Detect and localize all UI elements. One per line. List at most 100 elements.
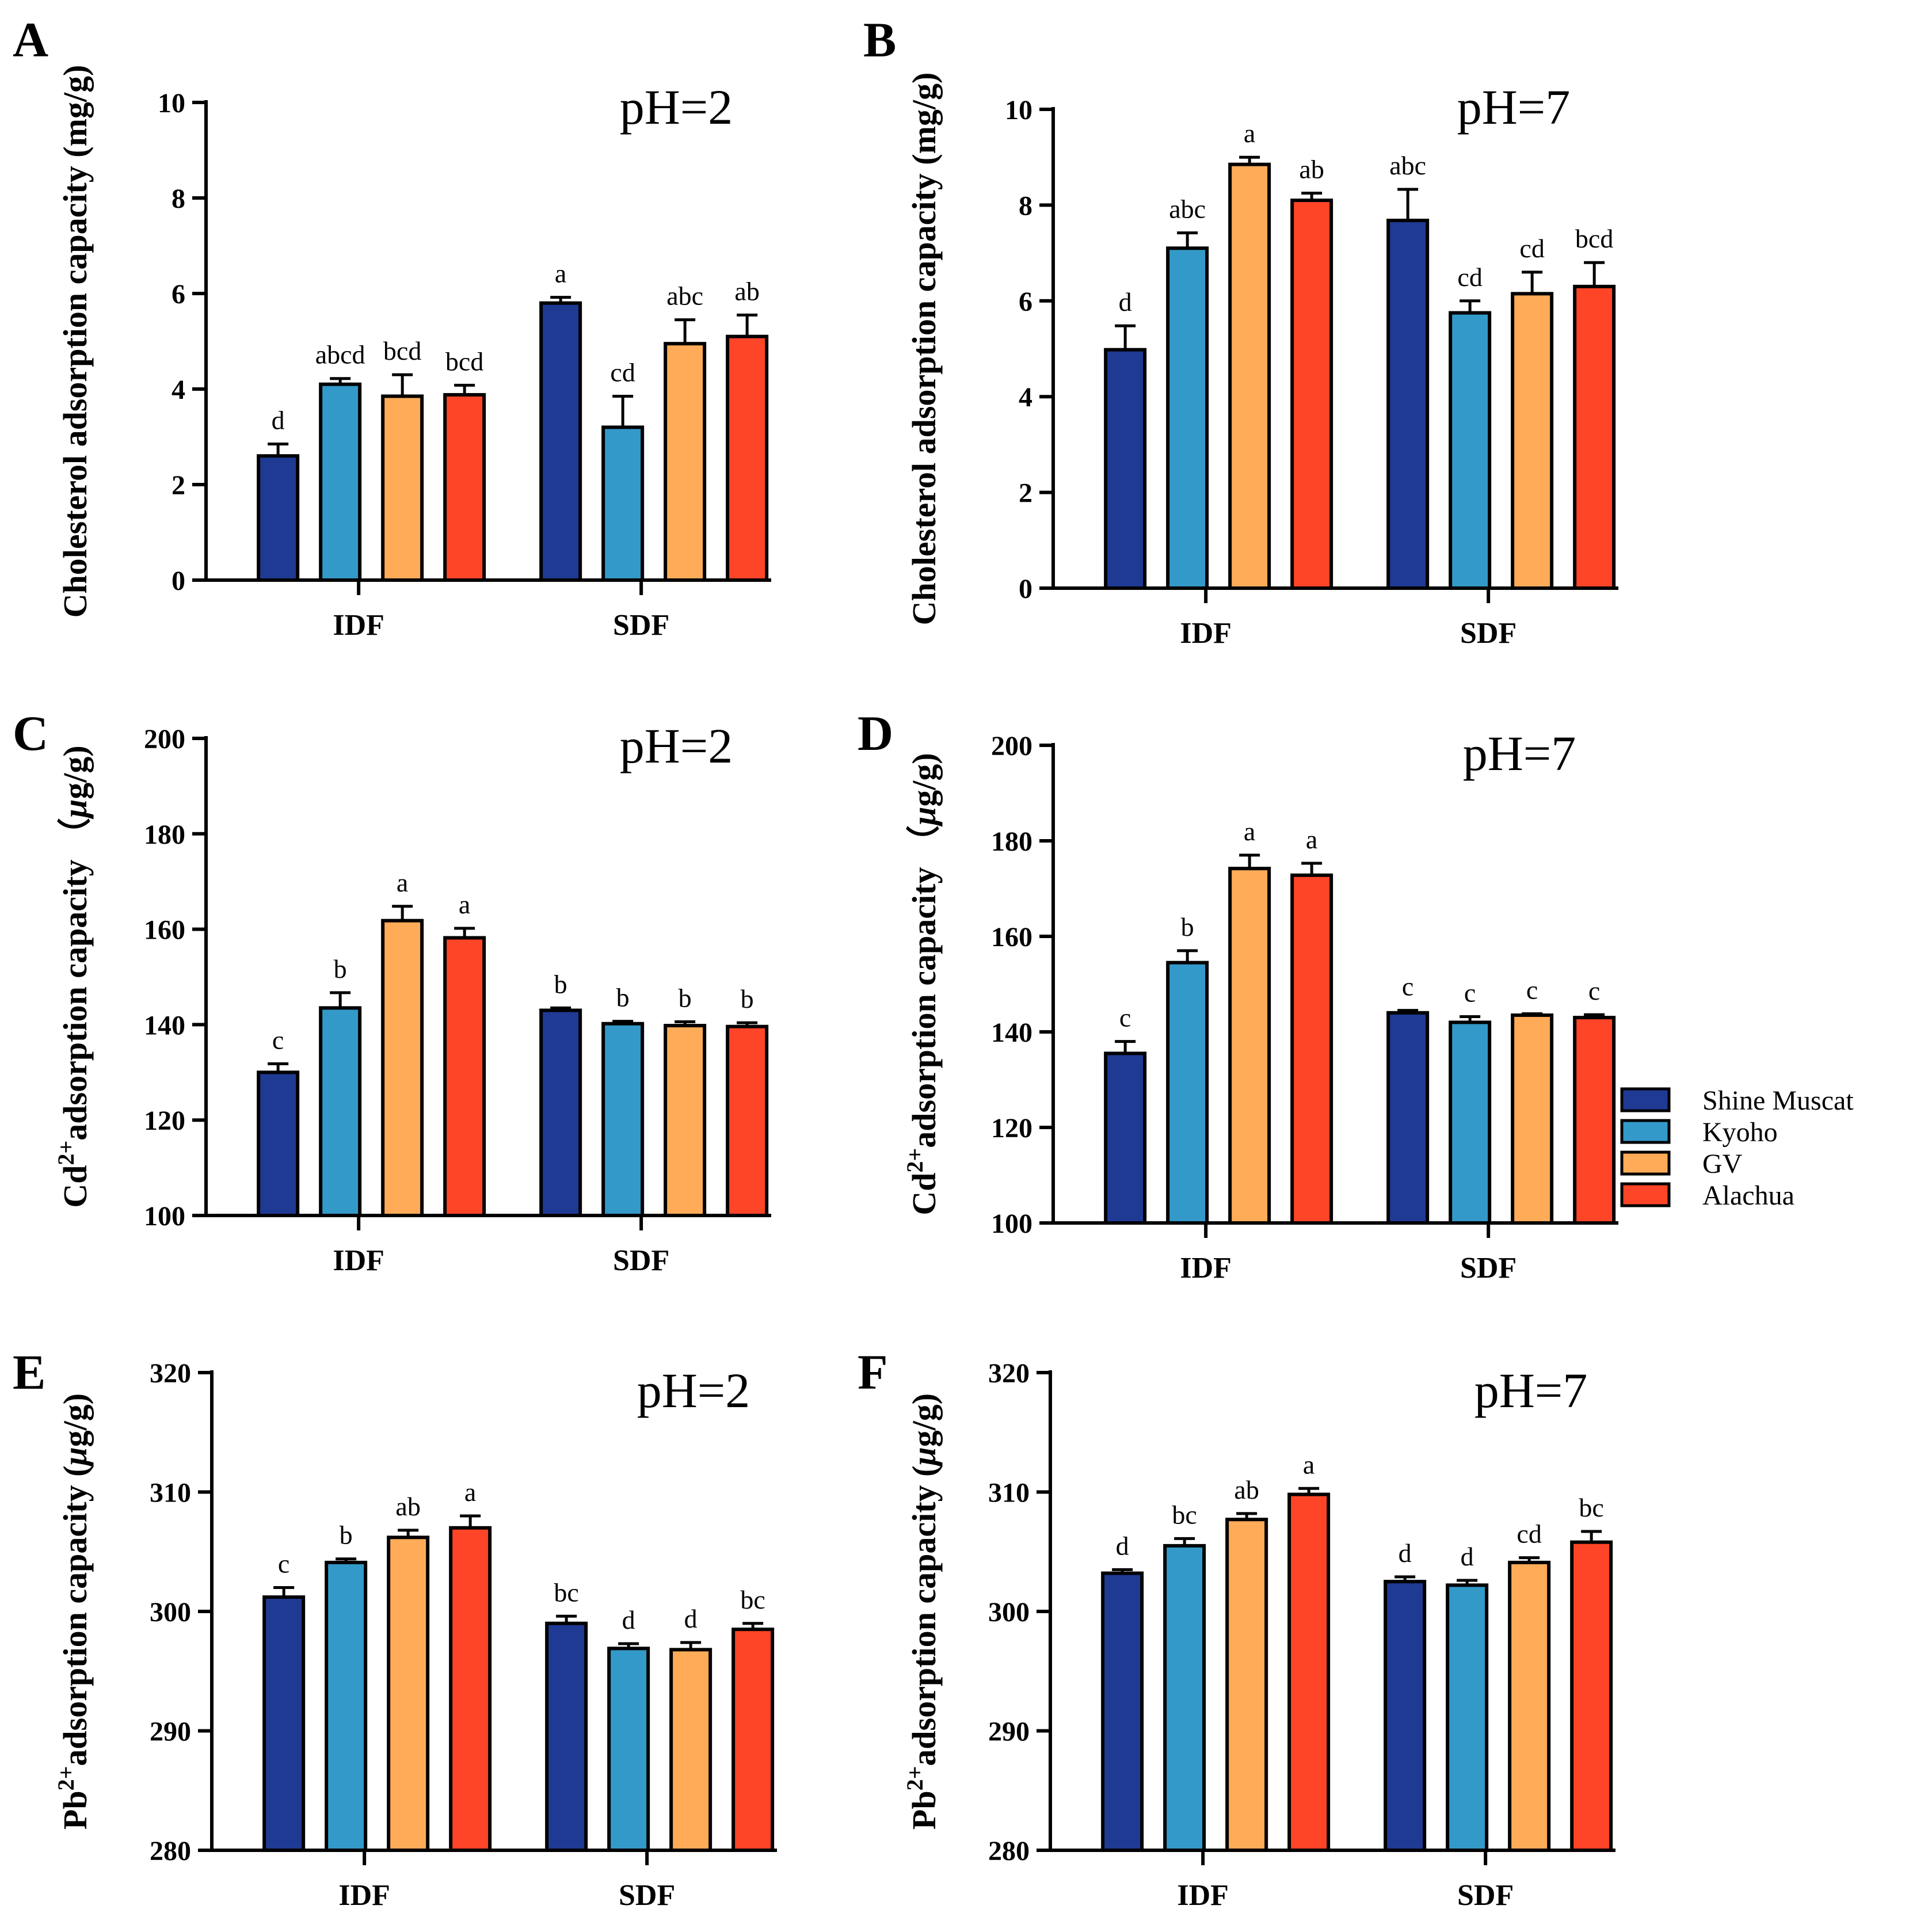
bar	[1511, 292, 1554, 590]
y-tick-label: 100	[991, 1209, 1032, 1239]
y-tick-label: 6	[1019, 287, 1032, 317]
legend-label: Alachua	[1702, 1180, 1794, 1211]
panel-A: ApH=2 Cholesterol adsorption capacity (mg…	[13, 12, 771, 642]
x-tick-label: SDF	[619, 1879, 675, 1912]
y-tick-label: 290	[150, 1717, 191, 1747]
y-tick-label: 280	[988, 1836, 1030, 1866]
x-tick-label: SDF	[1457, 1879, 1514, 1912]
panel-letter: C	[13, 706, 48, 761]
significance-letter: c	[1526, 975, 1538, 1004]
y-tick-label: 2	[1019, 478, 1032, 509]
significance-letter: cd	[1517, 1519, 1541, 1549]
y-tick-label: 10	[1005, 95, 1032, 125]
significance-letter: bc	[554, 1577, 578, 1607]
bar	[1570, 1540, 1613, 1852]
panel-title: pH=7	[1457, 79, 1571, 135]
panel-title: pH=7	[1463, 726, 1576, 781]
panel-title: pH=2	[637, 1363, 750, 1418]
y-tick-label: 120	[991, 1113, 1032, 1144]
bar	[1446, 1583, 1489, 1853]
y-axis-label: Cd2+adsorption capacity （μg/g)	[53, 745, 94, 1207]
significance-letter: c	[1119, 1003, 1131, 1032]
bar	[1228, 162, 1271, 590]
bar	[1573, 284, 1616, 590]
panel-letter: B	[863, 12, 896, 67]
bar	[664, 342, 707, 582]
legend-label: Kyoho	[1702, 1117, 1778, 1148]
y-tick-label: 280	[150, 1836, 191, 1866]
bar	[539, 1008, 582, 1218]
bar	[1384, 1580, 1427, 1852]
bar	[443, 936, 486, 1217]
bar	[387, 1535, 430, 1853]
legend-swatch	[1620, 1119, 1671, 1144]
y-tick-label: 120	[144, 1106, 185, 1136]
bar	[1386, 219, 1430, 590]
significance-letter: d	[272, 405, 285, 435]
bar	[1104, 348, 1147, 590]
y-tick-label: 200	[991, 731, 1032, 761]
significance-letter: a	[1244, 119, 1255, 148]
legend-label: Shine Muscat	[1702, 1085, 1854, 1116]
x-tick-label: IDF	[1180, 617, 1232, 650]
significance-letter: abc	[666, 281, 703, 311]
significance-letter: b	[616, 983, 630, 1012]
y-tick-label: 140	[144, 1010, 185, 1041]
panel-letter: F	[858, 1344, 888, 1400]
y-tick-label: 100	[144, 1201, 185, 1232]
significance-letter: bc	[1579, 1493, 1603, 1522]
significance-letter: a	[1303, 1450, 1314, 1479]
y-axis-label: Cholesterol adsorption capacity (mg/g)	[56, 65, 94, 618]
significance-letter: b	[679, 983, 692, 1012]
bar	[601, 425, 645, 582]
significance-letter: c	[272, 1025, 284, 1054]
x-tick-label: IDF	[333, 1244, 384, 1277]
x-tick-label: SDF	[613, 1244, 669, 1277]
significance-letter: bcd	[445, 346, 483, 376]
significance-letter: abcd	[315, 340, 365, 369]
significance-letter: cd	[1457, 262, 1482, 292]
bar	[1511, 1013, 1554, 1225]
bar	[319, 1006, 362, 1217]
bar	[669, 1648, 712, 1852]
y-tick-label: 300	[988, 1597, 1030, 1628]
bar	[1386, 1011, 1430, 1225]
bar	[257, 1070, 300, 1218]
significance-letter: ab	[734, 276, 759, 306]
bar	[262, 1595, 306, 1853]
x-tick-label: SDF	[613, 609, 669, 642]
bar	[1573, 1016, 1616, 1225]
significance-letter: a	[464, 1477, 476, 1507]
x-tick-label: IDF	[1177, 1879, 1229, 1912]
legend-label: GV	[1702, 1149, 1743, 1179]
y-axis-label: Pb2+adsorption capacity (μg/g)	[902, 1393, 943, 1830]
significance-letter: c	[278, 1549, 289, 1579]
y-tick-label: 180	[991, 826, 1032, 857]
y-tick-label: 4	[172, 375, 185, 405]
significance-letter: d	[1399, 1538, 1412, 1568]
significance-letter: ab	[1234, 1475, 1259, 1504]
significance-letter: a	[1306, 825, 1317, 854]
bar	[664, 1024, 707, 1217]
x-tick-label: SDF	[1460, 617, 1517, 650]
y-axis-label: Pb2+adsorption capacity (μg/g)	[53, 1393, 94, 1830]
y-tick-label: 8	[172, 184, 185, 214]
x-tick-label: IDF	[1180, 1252, 1232, 1285]
bar	[1166, 961, 1209, 1225]
y-tick-label: 10	[158, 88, 185, 119]
y-tick-label: 4	[1019, 382, 1032, 413]
panel-title: pH=2	[620, 718, 733, 773]
bar	[1287, 1492, 1331, 1852]
bar	[1166, 246, 1209, 590]
panel-letter: E	[13, 1344, 45, 1400]
bar	[539, 301, 582, 582]
significance-letter: ab	[1299, 155, 1324, 184]
significance-letter: cd	[610, 357, 635, 387]
significance-letter: b	[334, 954, 347, 984]
panel-title: pH=2	[620, 79, 733, 135]
significance-letter: c	[1588, 976, 1600, 1005]
y-axis-label: Cholesterol adsorption capacity (mg/g)	[905, 73, 943, 626]
y-tick-label: 300	[150, 1597, 191, 1628]
